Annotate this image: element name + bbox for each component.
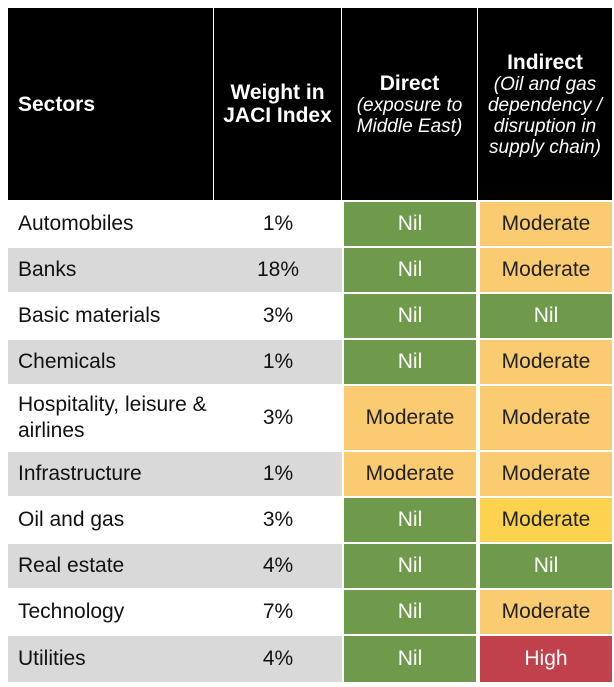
rating-cell: Nil [344,294,476,338]
header-text: Direct [379,71,440,95]
sector-cell: Automobiles [8,202,214,246]
weight-cell: 4% [214,544,342,588]
sector-cell: Utilities [8,636,214,682]
weight-cell: 3% [214,498,342,542]
rating-cell: Moderate [480,452,612,496]
rating-cell: Moderate [480,386,612,450]
rating-cell: Nil [344,544,476,588]
sector-cell: Oil and gas [8,498,214,542]
weight-cell: 4% [214,636,342,682]
rating-cell: Moderate [480,340,612,384]
rating-cell: Moderate [344,452,476,496]
header-sectors: Sectors [8,8,214,200]
weight-cell: 18% [214,248,342,292]
rating-cell: High [480,636,612,682]
header-direct: Direct (exposure to Middle East) [342,8,478,200]
header-text: Indirect [507,50,583,74]
sector-cell: Hospitality, leisure & airlines [8,386,214,450]
weight-cell: 1% [214,452,342,496]
sector-cell: Banks [8,248,214,292]
header-weight: Weight in JACI Index [214,8,342,200]
rating-cell: Moderate [480,202,612,246]
rating-cell: Nil [344,248,476,292]
sector-cell: Infrastructure [8,452,214,496]
rating-cell: Nil [344,340,476,384]
rating-cell: Nil [344,636,476,682]
sector-cell: Basic materials [8,294,214,338]
rating-cell: Nil [344,202,476,246]
header-indirect: Indirect (Oil and gas dependency / disrup… [478,8,612,200]
weight-cell: 1% [214,202,342,246]
rating-cell: Moderate [480,248,612,292]
rating-cell: Moderate [480,590,612,634]
header-note: (exposure to Middle East) [356,94,463,137]
sector-cell: Real estate [8,544,214,588]
weight-cell: 1% [214,340,342,384]
rating-cell: Nil [344,590,476,634]
rating-cell: Nil [480,544,612,588]
header-note: (Oil and gas dependency / disruption in … [487,73,603,158]
rating-cell: Moderate [344,386,476,450]
weight-cell: 3% [214,294,342,338]
sector-cell: Technology [8,590,214,634]
rating-cell: Nil [480,294,612,338]
weight-cell: 3% [214,386,342,450]
header-text: Sectors [18,92,96,116]
rating-cell: Nil [344,498,476,542]
weight-cell: 7% [214,590,342,634]
sector-cell: Chemicals [8,340,214,384]
rating-cell: Moderate [480,498,612,542]
header-text: Weight in JACI Index [223,81,332,127]
